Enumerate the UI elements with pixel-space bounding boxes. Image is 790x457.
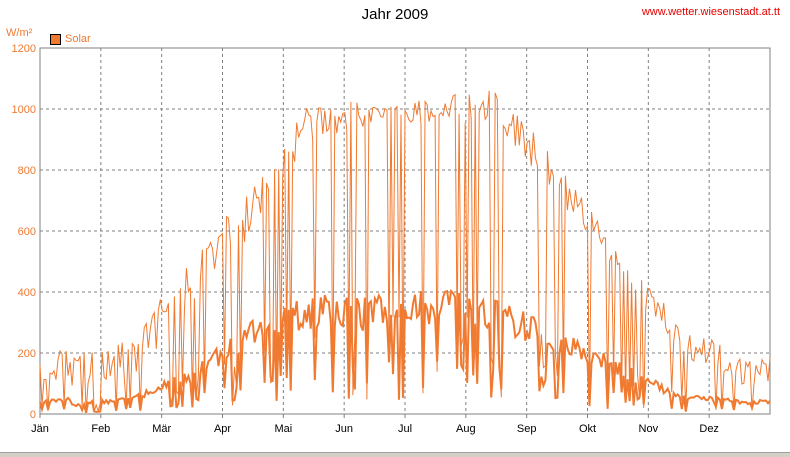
y-tick-label: 1000 — [12, 104, 36, 116]
x-tick-label: Apr — [214, 423, 231, 435]
x-tick-label: Jul — [398, 423, 412, 435]
status-bar — [0, 452, 790, 457]
x-tick-label: Aug — [456, 423, 476, 435]
x-tick-label: Nov — [639, 423, 659, 435]
x-tick-label: Okt — [579, 423, 596, 435]
y-tick-label: 0 — [30, 409, 36, 421]
x-tick-label: Sep — [517, 423, 537, 435]
x-tick-label: Dez — [699, 423, 719, 435]
x-tick-label: Jän — [31, 423, 49, 435]
y-tick-label: 200 — [18, 348, 36, 360]
y-tick-label: 400 — [18, 287, 36, 299]
y-tick-label: 1200 — [12, 43, 36, 55]
x-tick-label: Feb — [91, 423, 110, 435]
x-tick-label: Jun — [335, 423, 353, 435]
y-tick-label: 800 — [18, 165, 36, 177]
y-tick-label: 600 — [18, 226, 36, 238]
x-tick-label: Mär — [152, 423, 171, 435]
x-tick-label: Mai — [274, 423, 292, 435]
